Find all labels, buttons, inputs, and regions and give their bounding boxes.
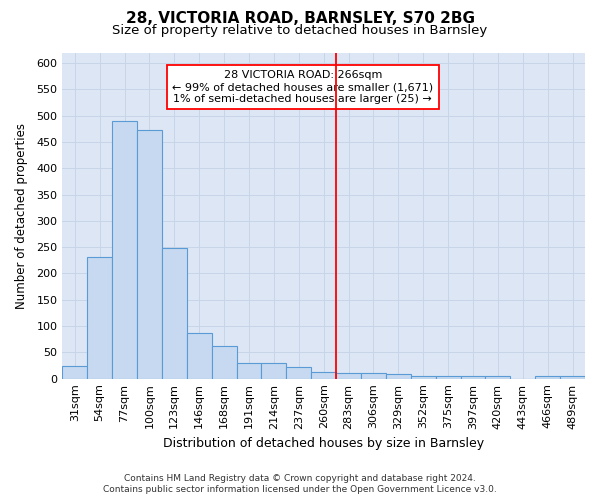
- Bar: [236, 363, 262, 378]
- Text: 28 VICTORIA ROAD: 266sqm
← 99% of detached houses are smaller (1,671)
1% of semi: 28 VICTORIA ROAD: 266sqm ← 99% of detach…: [172, 70, 433, 104]
- X-axis label: Distribution of detached houses by size in Barnsley: Distribution of detached houses by size …: [163, 437, 484, 450]
- Text: Size of property relative to detached houses in Barnsley: Size of property relative to detached ho…: [112, 24, 488, 37]
- Bar: [535, 376, 560, 378]
- Bar: [212, 346, 236, 378]
- Bar: [386, 374, 411, 378]
- Bar: [137, 130, 162, 378]
- Bar: [311, 372, 336, 378]
- Bar: [485, 376, 511, 378]
- Bar: [436, 376, 461, 378]
- Bar: [336, 374, 361, 378]
- Text: Contains HM Land Registry data © Crown copyright and database right 2024.
Contai: Contains HM Land Registry data © Crown c…: [103, 474, 497, 494]
- Bar: [87, 256, 112, 378]
- Bar: [162, 248, 187, 378]
- Y-axis label: Number of detached properties: Number of detached properties: [15, 122, 28, 308]
- Text: 28, VICTORIA ROAD, BARNSLEY, S70 2BG: 28, VICTORIA ROAD, BARNSLEY, S70 2BG: [125, 11, 475, 26]
- Bar: [286, 367, 311, 378]
- Bar: [112, 121, 137, 378]
- Bar: [361, 374, 386, 378]
- Bar: [560, 376, 585, 378]
- Bar: [262, 363, 286, 378]
- Bar: [461, 376, 485, 378]
- Bar: [411, 376, 436, 378]
- Bar: [187, 333, 212, 378]
- Bar: [62, 366, 87, 378]
